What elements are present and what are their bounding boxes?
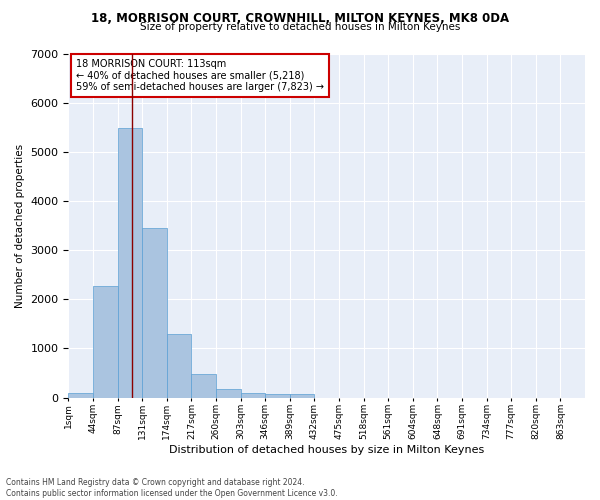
Bar [167, 334, 191, 398]
Bar [93, 286, 118, 398]
Bar [265, 394, 290, 398]
Bar [118, 128, 142, 398]
Text: 18 MORRISON COURT: 113sqm
← 40% of detached houses are smaller (5,218)
59% of se: 18 MORRISON COURT: 113sqm ← 40% of detac… [76, 59, 324, 92]
Bar [142, 228, 167, 398]
Bar [191, 374, 216, 398]
Bar [216, 389, 241, 398]
Bar [290, 394, 314, 398]
Bar [241, 392, 265, 398]
Y-axis label: Number of detached properties: Number of detached properties [15, 144, 25, 308]
Text: 18, MORRISON COURT, CROWNHILL, MILTON KEYNES, MK8 0DA: 18, MORRISON COURT, CROWNHILL, MILTON KE… [91, 12, 509, 26]
X-axis label: Distribution of detached houses by size in Milton Keynes: Distribution of detached houses by size … [169, 445, 484, 455]
Text: Contains HM Land Registry data © Crown copyright and database right 2024.
Contai: Contains HM Land Registry data © Crown c… [6, 478, 338, 498]
Bar [68, 392, 93, 398]
Text: Size of property relative to detached houses in Milton Keynes: Size of property relative to detached ho… [140, 22, 460, 32]
